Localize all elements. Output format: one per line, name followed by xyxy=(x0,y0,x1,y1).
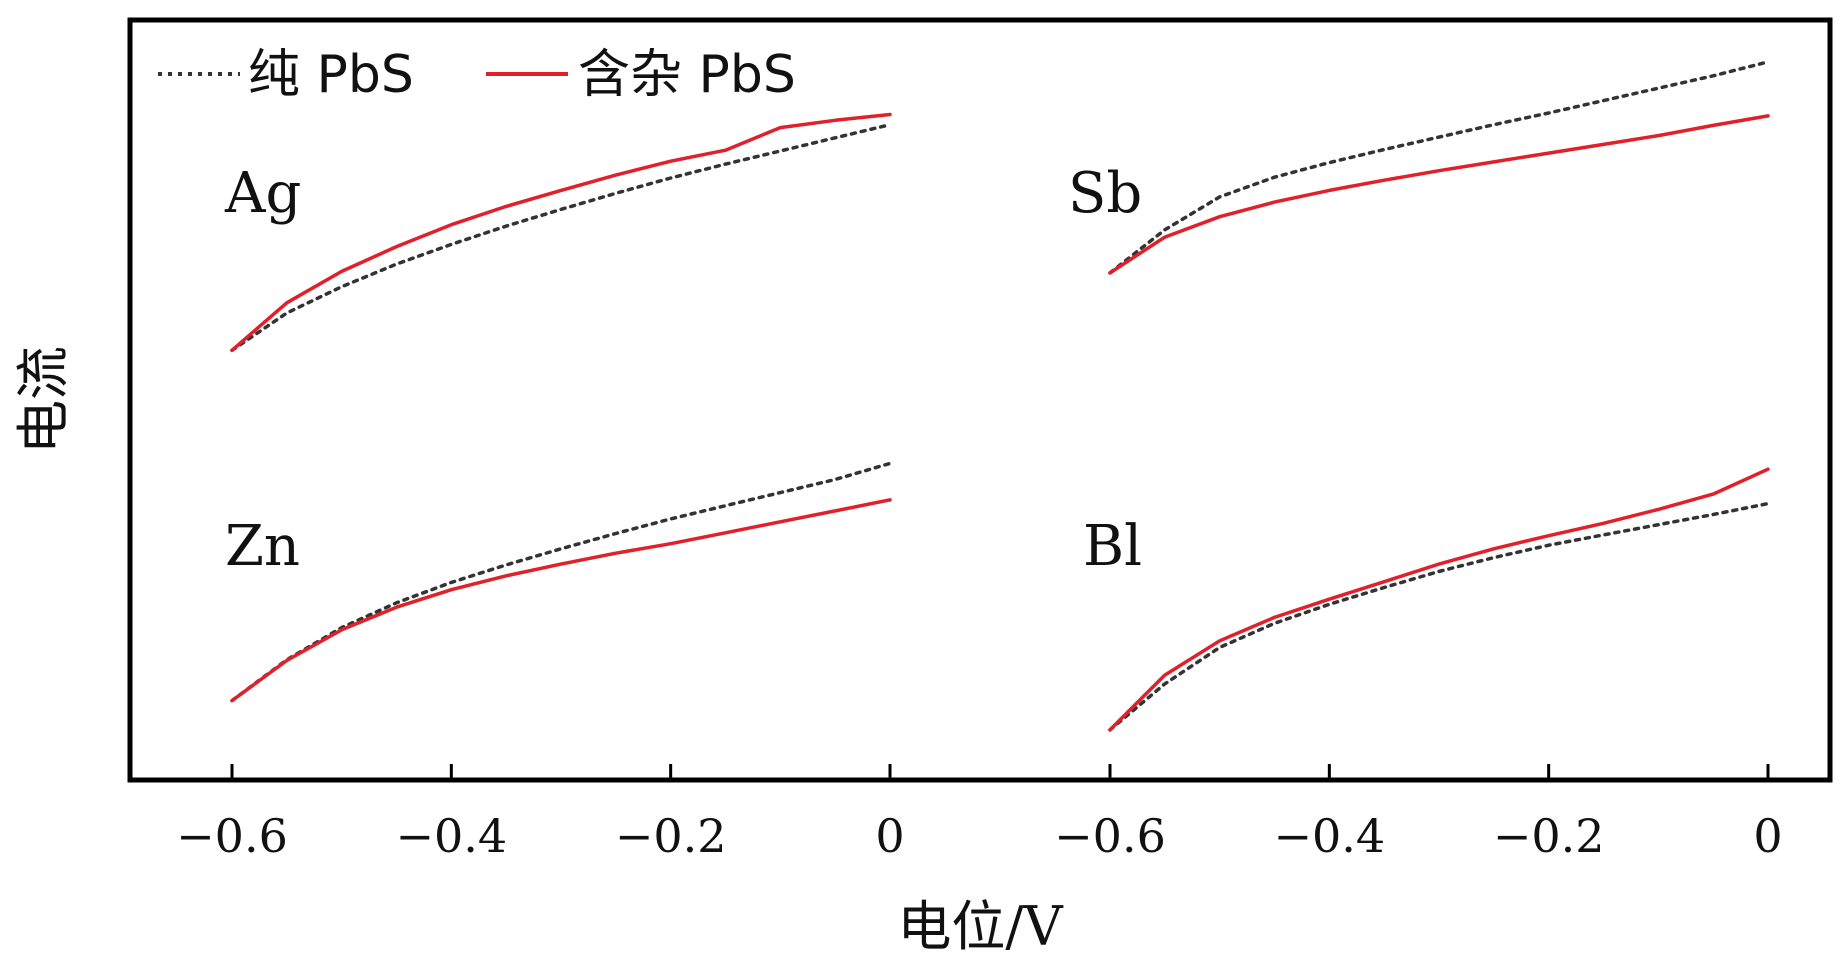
plot-frame xyxy=(127,17,1833,783)
series-bl-doped xyxy=(1108,467,1770,732)
x-tick-label: −0.2 xyxy=(615,809,727,863)
x-tick-label: −0.6 xyxy=(176,809,288,863)
x-tick-label: 0 xyxy=(1753,809,1782,863)
x-tick-label: −0.2 xyxy=(1493,809,1605,863)
panel-label-sb: Sb xyxy=(1068,161,1142,226)
legend: 纯 PbS 含杂 PbS xyxy=(158,45,796,105)
legend-label-pure: 纯 PbS xyxy=(248,45,414,105)
series-zn-pure xyxy=(230,461,892,703)
series-sb-doped xyxy=(1108,114,1770,275)
series-zn-doped xyxy=(230,498,892,703)
x-tick-label: −0.6 xyxy=(1054,809,1166,863)
series-ag-doped xyxy=(230,112,892,353)
panel-label-ag: Ag xyxy=(224,161,301,226)
series-ag-pure xyxy=(230,122,892,353)
series-bl-pure xyxy=(1108,501,1770,732)
y-axis-title: 电流 xyxy=(12,346,75,454)
panel-label-bl: Bl xyxy=(1083,514,1142,579)
x-tick-label: −0.4 xyxy=(395,809,507,863)
x-tick-label: 0 xyxy=(875,809,904,863)
x-axis-title: 电位/V xyxy=(897,895,1063,958)
legend-label-doped: 含杂 PbS xyxy=(578,45,796,105)
x-tick-label: −0.4 xyxy=(1273,809,1385,863)
panel-label-zn: Zn xyxy=(225,514,300,579)
series-sb-pure xyxy=(1108,60,1770,275)
